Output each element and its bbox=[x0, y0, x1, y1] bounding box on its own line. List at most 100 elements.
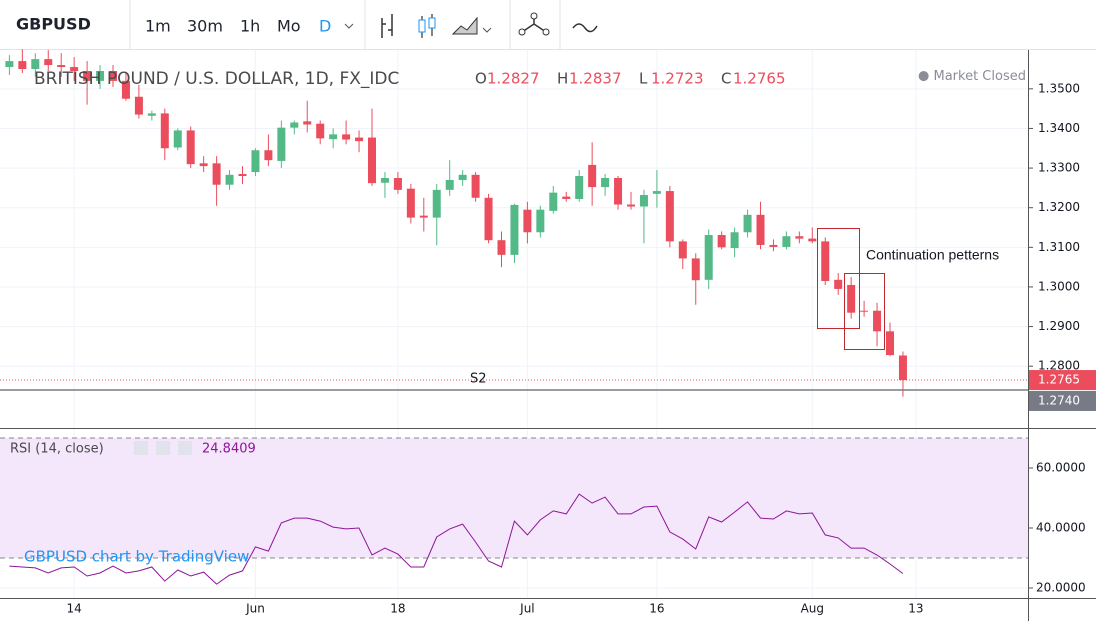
candle-body bbox=[510, 204, 519, 255]
candle-body bbox=[44, 59, 53, 66]
indicators-icon[interactable] bbox=[542, 28, 550, 36]
candle-body bbox=[704, 235, 713, 280]
interval-menu[interactable] bbox=[344, 23, 354, 29]
candle-body bbox=[303, 121, 312, 125]
candle-body bbox=[70, 67, 79, 71]
symbol[interactable]: GBPUSD bbox=[16, 15, 91, 34]
candle-body bbox=[743, 214, 752, 233]
candle-body bbox=[834, 279, 843, 289]
candle-body bbox=[860, 310, 869, 312]
x-tick-label: 13 bbox=[908, 602, 923, 616]
candle-body bbox=[5, 61, 14, 68]
ohlc-value: 1.2827 bbox=[487, 70, 540, 88]
candle-body bbox=[264, 150, 273, 161]
market-status-text: Market Closed bbox=[933, 69, 1026, 84]
interval[interactable]: 30m bbox=[187, 17, 223, 36]
candles-icon[interactable] bbox=[428, 17, 436, 29]
settings-button[interactable] bbox=[156, 441, 170, 455]
y-tick-label: 1.3500 bbox=[1038, 81, 1080, 95]
candle-body bbox=[886, 331, 894, 356]
candle-body bbox=[212, 163, 221, 185]
grid bbox=[0, 50, 1028, 598]
candle-body bbox=[808, 238, 817, 242]
candle-body bbox=[406, 188, 415, 218]
interval[interactable]: Mo bbox=[277, 17, 301, 36]
candle-body bbox=[445, 179, 454, 190]
candle-body bbox=[717, 235, 726, 248]
annotation-box bbox=[817, 228, 860, 329]
candle-body bbox=[277, 127, 286, 161]
y-tick-label: 1.3200 bbox=[1038, 200, 1080, 214]
rsi-value: 24.8409 bbox=[202, 442, 256, 457]
candle-body bbox=[873, 310, 882, 332]
candle-body bbox=[769, 244, 778, 247]
candle-body bbox=[458, 174, 467, 180]
candle-body bbox=[432, 189, 441, 218]
candle-body bbox=[691, 258, 700, 281]
candle-body bbox=[756, 214, 765, 245]
rsi-line bbox=[9, 493, 904, 585]
candle-body bbox=[290, 122, 299, 128]
interval[interactable]: 1m bbox=[145, 17, 171, 36]
indicators-icon[interactable] bbox=[518, 28, 526, 36]
interval[interactable]: 1h bbox=[240, 17, 260, 36]
rsi-band bbox=[0, 438, 1028, 559]
candle-body bbox=[238, 174, 247, 176]
candle-body bbox=[575, 176, 584, 199]
candle-body bbox=[652, 191, 661, 194]
y-tick-label: 20.0000 bbox=[1036, 581, 1086, 595]
ohlc-label: C bbox=[721, 70, 731, 88]
candle-body bbox=[847, 284, 856, 313]
candle-body bbox=[83, 71, 92, 81]
visibility-button[interactable] bbox=[134, 441, 148, 455]
interval[interactable]: D bbox=[319, 17, 331, 36]
market-status: ● Market Closed bbox=[918, 69, 1026, 84]
candle-body bbox=[199, 163, 208, 167]
remove-button[interactable] bbox=[178, 441, 192, 455]
candle-body bbox=[18, 61, 27, 70]
candle-body bbox=[678, 241, 687, 259]
level-box bbox=[1029, 390, 1096, 411]
candle-body bbox=[782, 236, 791, 247]
y-tick-label: 40.0000 bbox=[1036, 521, 1086, 535]
x-tick-label: Jul bbox=[519, 602, 534, 616]
marks bbox=[0, 49, 1028, 585]
x-tick-label: 18 bbox=[390, 602, 405, 616]
candle-body bbox=[497, 240, 506, 255]
bars-icon[interactable] bbox=[381, 14, 393, 38]
indicators-icon[interactable] bbox=[530, 12, 538, 20]
chart-menu[interactable] bbox=[482, 27, 492, 33]
candle-body bbox=[160, 113, 169, 149]
y-tick-label: 1.2800 bbox=[1038, 359, 1080, 373]
x-tick-label: Jun bbox=[245, 602, 265, 616]
candle-body bbox=[821, 241, 830, 281]
area-icon[interactable] bbox=[451, 16, 478, 35]
x-tick-label: 16 bbox=[649, 602, 664, 616]
candle-body bbox=[121, 80, 130, 99]
ohlc-label: O bbox=[475, 70, 487, 88]
ohlc-value: 1.2765 bbox=[733, 70, 786, 88]
candle-body bbox=[484, 197, 493, 241]
candle-body bbox=[536, 209, 545, 233]
candle-body bbox=[614, 177, 623, 205]
candles-icon[interactable] bbox=[418, 19, 426, 33]
candle-body bbox=[471, 174, 480, 198]
ohlc-label: L bbox=[639, 70, 648, 88]
y-tick-label: 1.3100 bbox=[1038, 240, 1080, 254]
ohlc-label: H bbox=[557, 70, 568, 88]
compare-icon[interactable] bbox=[572, 23, 598, 33]
candle-body bbox=[147, 113, 156, 116]
y-tick-label: 1.3300 bbox=[1038, 161, 1080, 175]
candle-body bbox=[549, 192, 558, 211]
candle-body bbox=[173, 130, 182, 148]
x-tick-label: Aug bbox=[801, 602, 824, 616]
watermark: GBPUSD chart by TradingView bbox=[24, 548, 249, 566]
candle-body bbox=[329, 134, 338, 140]
candle-body bbox=[627, 204, 635, 207]
level-name: S2 bbox=[470, 371, 487, 386]
candle-body bbox=[523, 209, 532, 233]
last-price-box bbox=[1029, 370, 1096, 391]
candle-body bbox=[251, 150, 260, 173]
candle-body bbox=[380, 177, 389, 183]
candle-body bbox=[601, 177, 610, 188]
